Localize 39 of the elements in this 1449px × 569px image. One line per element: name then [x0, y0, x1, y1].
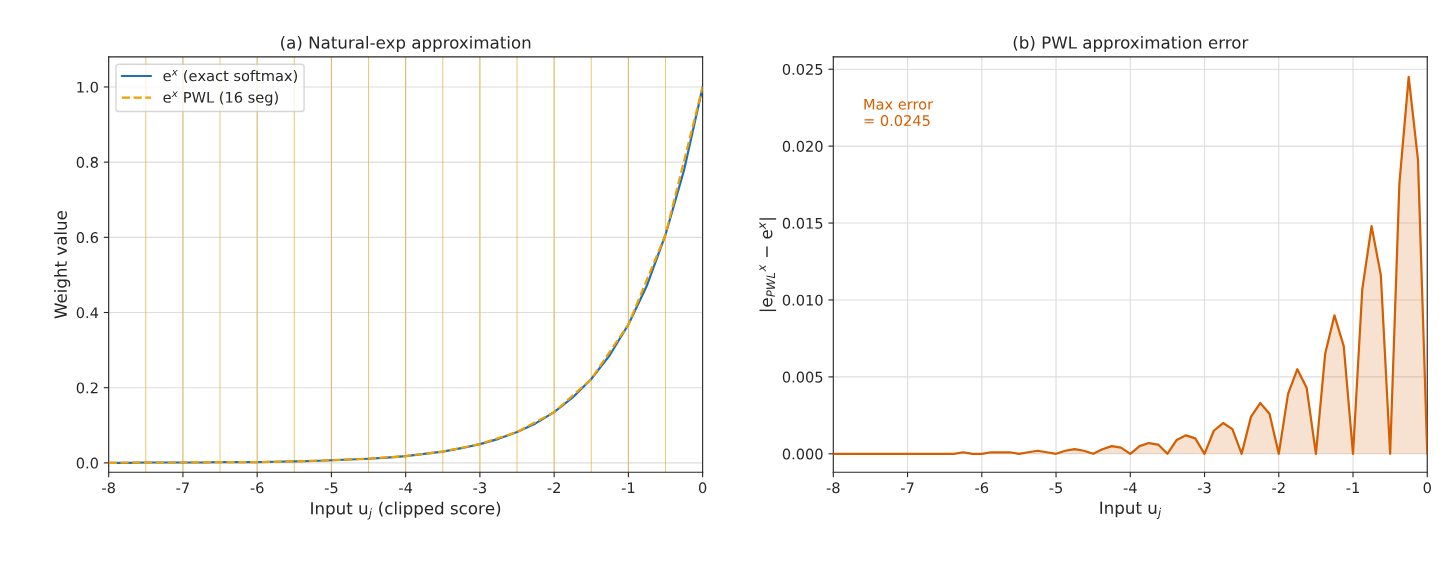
y-axis-title: |e$_{PWL}$$^{x}$ − e$^{x}$| — [759, 218, 777, 312]
y-axis-title: Weight value — [54, 211, 71, 319]
y-tick-label: 1.0 — [77, 81, 98, 93]
x-tick-label: 0 — [1423, 482, 1431, 494]
y-tick-label: 0.010 — [782, 294, 823, 306]
x-tick-label: -5 — [324, 482, 338, 494]
y-tick-label: 0.020 — [782, 140, 823, 152]
x-tick-label: 0 — [698, 482, 707, 494]
y-tick-label: 0.2 — [76, 382, 98, 394]
x-tick-label: -2 — [1272, 482, 1285, 494]
y-tick-label: 0.005 — [782, 371, 823, 383]
x-tick-label: -5 — [1049, 482, 1063, 494]
y-tick-label: 0.8 — [76, 156, 98, 168]
x-tick-label: -7 — [176, 482, 189, 494]
legend-label: e$^{x}$ PWL (16 seg) — [163, 91, 278, 106]
y-tick-label: 0.4 — [76, 307, 99, 319]
y-tick-label: 0.000 — [782, 448, 823, 460]
x-tick-label: -7 — [900, 482, 914, 494]
x-tick-label: -8 — [826, 482, 840, 494]
y-tick-label: 0.025 — [782, 63, 823, 75]
y-tick-label: 0.0 — [76, 457, 98, 469]
x-axis-title: Input u$_{j}$ — [1100, 501, 1162, 519]
x-tick-label: -1 — [621, 482, 635, 494]
chart-title: (a) Natural-exp approximation — [281, 35, 531, 53]
annotation: Max error = 0.0245 — [864, 98, 934, 127]
chart-title: (b) PWL approximation error — [1013, 35, 1249, 53]
x-tick-label: -6 — [250, 482, 264, 494]
x-tick-label: -6 — [975, 482, 989, 494]
x-tick-label: -4 — [1123, 482, 1137, 494]
x-tick-label: -1 — [1346, 482, 1359, 494]
x-axis-title: Input u$_{j}$ (clipped score) — [311, 501, 501, 520]
x-tick-label: -4 — [399, 482, 413, 494]
x-tick-label: -8 — [102, 482, 115, 494]
y-tick-label: 0.015 — [782, 217, 823, 229]
x-tick-label: -3 — [1197, 482, 1211, 494]
y-tick-label: 0.6 — [76, 232, 99, 244]
x-tick-label: -2 — [547, 482, 560, 494]
x-tick-label: -3 — [473, 482, 486, 494]
legend-label: e$^{x}$ (exact softmax) — [163, 69, 297, 83]
